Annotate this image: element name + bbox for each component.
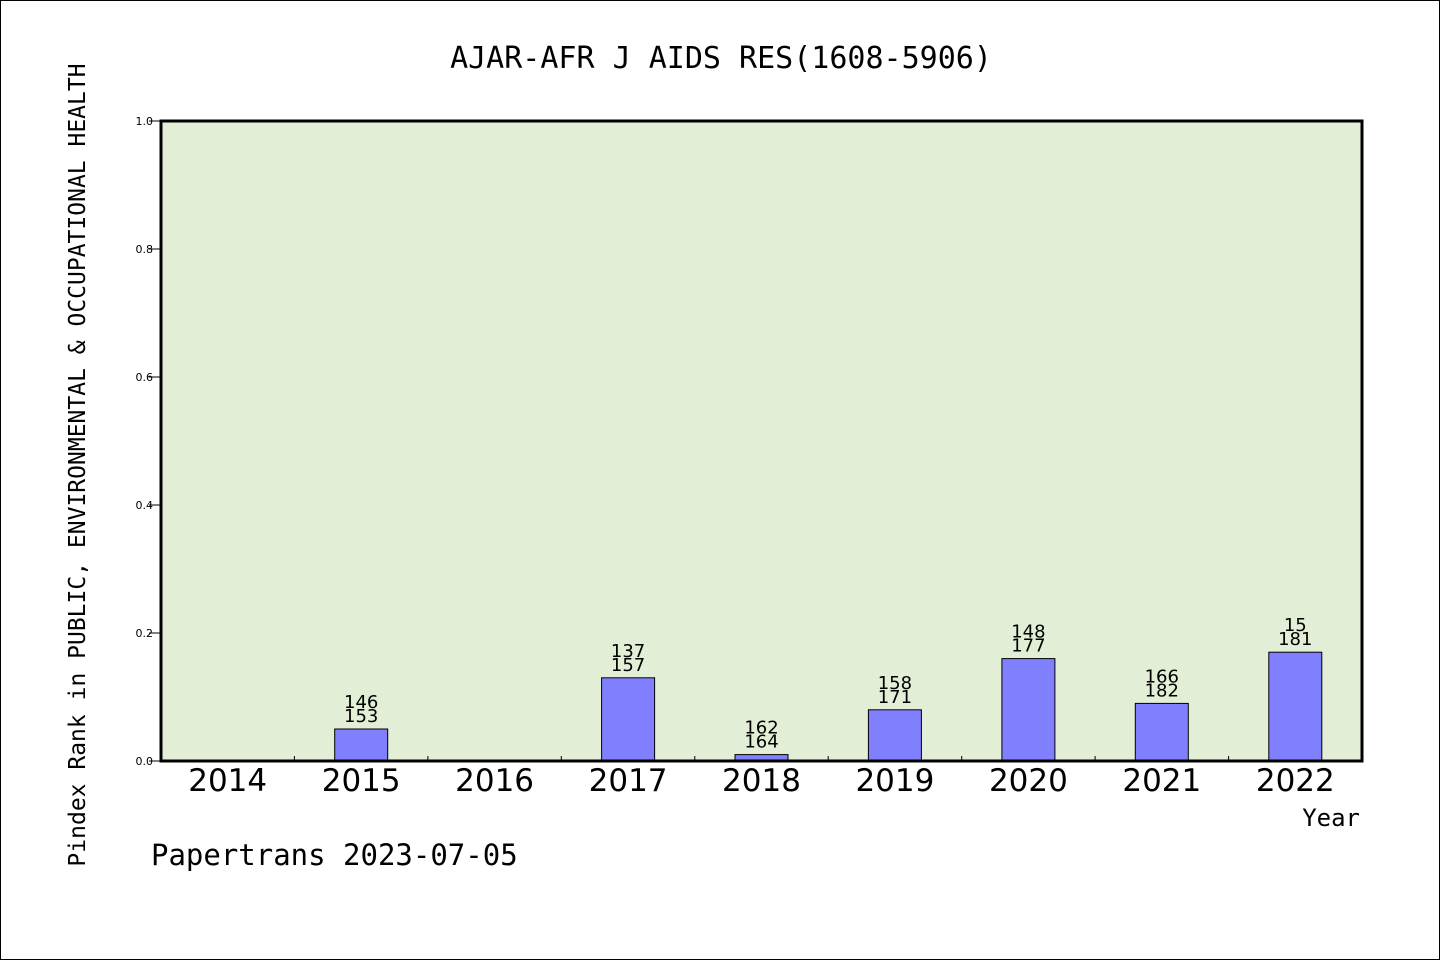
x-tick-label-2016: 2016 — [455, 763, 534, 799]
bar-label-2019-top: 158 — [878, 673, 912, 694]
plot-frame — [159, 119, 1364, 763]
bar-label-2022-top: 15 — [1284, 615, 1307, 636]
bar-label-2021-bottom: 182 — [1145, 680, 1179, 701]
bar-label-2022-bottom: 181 — [1278, 629, 1312, 650]
x-tick-label-2017: 2017 — [589, 763, 668, 799]
bar-label-2017-top: 137 — [611, 641, 645, 662]
plot-area — [161, 121, 1362, 761]
y-axis: 0.0 0.2 0.4 0.6 0.8 1.0 — [136, 115, 161, 768]
chart-title: AJAR-AFR J AIDS RES(1608-5906) — [450, 41, 992, 76]
bar-2017 — [601, 677, 656, 762]
y-axis-label: Pindex Rank in PUBLIC, ENVIRONMENTAL & O… — [65, 63, 91, 866]
bar-2015 — [334, 728, 389, 762]
bar-label-2020-top: 148 — [1011, 622, 1045, 643]
footer-credit: Papertrans 2023-07-05 — [151, 838, 518, 872]
bar-label-2019-bottom: 171 — [878, 687, 912, 708]
y-tick-label-0.4: 0.4 — [136, 499, 154, 512]
bar-label-2017-bottom: 157 — [611, 655, 645, 676]
x-tick-label-2015: 2015 — [322, 763, 401, 799]
bar-2020 — [1001, 658, 1056, 762]
y-tick-label-0.8: 0.8 — [136, 243, 154, 256]
bar-2019 — [867, 709, 922, 762]
y-tick-label-0.2: 0.2 — [136, 627, 154, 640]
x-axis: 2014 2015 2016 2017 2018 2019 2020 2021 2022 — [188, 756, 1335, 799]
x-tick-label-2022: 2022 — [1256, 763, 1335, 799]
y-tick-label-0.0: 0.0 — [136, 755, 154, 768]
y-tick-label-1.0: 1.0 — [136, 115, 154, 128]
bar-2022 — [1268, 651, 1323, 762]
x-tick-label-2018: 2018 — [722, 763, 801, 799]
x-tick-label-2020: 2020 — [989, 763, 1068, 799]
y-tick-label-0.6: 0.6 — [136, 371, 154, 384]
bar-label-2015-top: 146 — [344, 692, 378, 713]
x-tick-label-2019: 2019 — [855, 763, 934, 799]
bar-label-2021-top: 166 — [1145, 666, 1179, 687]
bar-label-2015-bottom: 153 — [344, 706, 378, 727]
x-axis-label: Year — [1302, 804, 1360, 832]
bar-label-2020-bottom: 177 — [1011, 636, 1045, 657]
bars-layer — [334, 651, 1323, 762]
bar-label-2018-top: 162 — [744, 718, 778, 739]
x-tick-label-2014: 2014 — [188, 763, 267, 799]
bar-label-2018-bottom: 164 — [744, 732, 778, 753]
x-tick-label-2021: 2021 — [1122, 763, 1201, 799]
bar-2021 — [1134, 702, 1189, 762]
